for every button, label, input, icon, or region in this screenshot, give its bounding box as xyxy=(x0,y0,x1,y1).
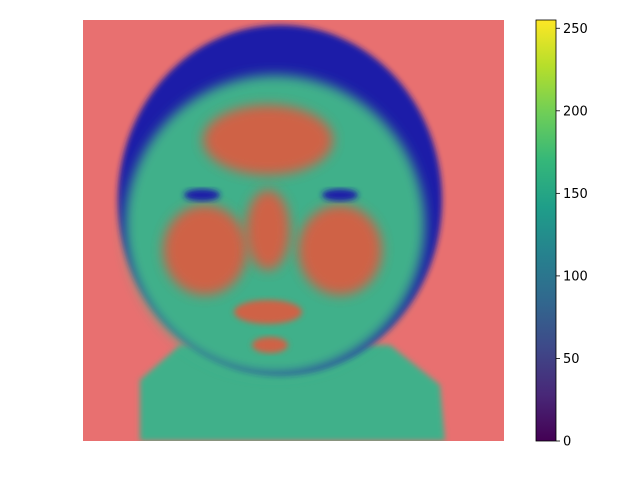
colorbar-tick-label: 100 xyxy=(563,269,588,284)
colorbar-tick-label: 50 xyxy=(563,352,580,367)
colorbar-tick-label: 200 xyxy=(563,104,588,119)
heatmap-hot-left-cheek xyxy=(163,205,247,295)
heatmap-hot-right-cheek xyxy=(298,205,382,295)
colorbar-tick-label: 0 xyxy=(563,435,571,450)
heatmap-neck-region xyxy=(140,345,445,441)
colorbar-gradient xyxy=(535,19,557,442)
colorbar: 0 50 100 150 200 250 xyxy=(535,19,588,450)
heatmap-hot-nose xyxy=(246,190,290,270)
heatmap-hot-chin xyxy=(252,337,288,353)
heatmap-left-eye xyxy=(184,189,220,201)
heatmap-image xyxy=(83,20,504,441)
heatmap-right-eye xyxy=(322,189,358,201)
heatmap-hot-forehead xyxy=(203,105,333,175)
colorbar-tick-label: 250 xyxy=(563,22,588,37)
colorbar-ticks: 0 50 100 150 200 250 xyxy=(556,22,588,450)
colorbar-tick-label: 150 xyxy=(563,187,588,202)
heatmap-hot-mouth xyxy=(234,300,302,324)
